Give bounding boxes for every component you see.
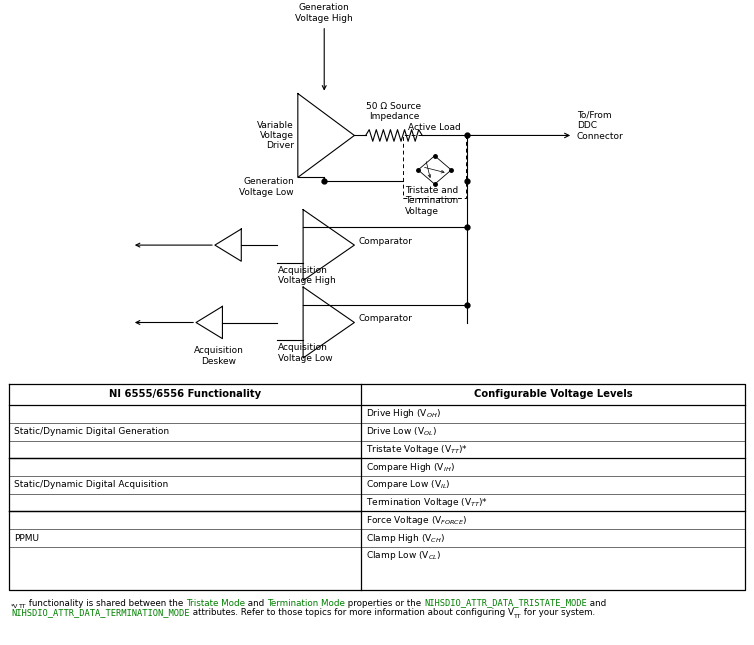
Text: Tristate Voltage (V$_{TT}$)*: Tristate Voltage (V$_{TT}$)* bbox=[366, 443, 468, 456]
Text: TT: TT bbox=[19, 604, 26, 610]
Text: Acquisition
Voltage High: Acquisition Voltage High bbox=[278, 266, 336, 286]
Text: Compare Low (V$_{IL}$): Compare Low (V$_{IL}$) bbox=[366, 479, 451, 491]
Text: Acquisition
Voltage Low: Acquisition Voltage Low bbox=[278, 344, 333, 363]
Text: Termination Voltage (V$_{TT}$)*: Termination Voltage (V$_{TT}$)* bbox=[366, 496, 489, 509]
Text: Drive High (V$_{OH}$): Drive High (V$_{OH}$) bbox=[366, 408, 441, 421]
Text: Clamp High (V$_{CH}$): Clamp High (V$_{CH}$) bbox=[366, 531, 445, 544]
Text: and: and bbox=[245, 599, 268, 608]
Text: NI 6555/6556 Functionality: NI 6555/6556 Functionality bbox=[109, 390, 261, 399]
Text: Active Load: Active Load bbox=[409, 123, 461, 132]
Text: Variable
Voltage
Driver: Variable Voltage Driver bbox=[257, 121, 294, 150]
Text: Generation
Voltage High: Generation Voltage High bbox=[296, 3, 353, 23]
Text: Clamp Low (V$_{CL}$): Clamp Low (V$_{CL}$) bbox=[366, 550, 441, 562]
Text: and: and bbox=[587, 599, 606, 608]
Text: Force Voltage (V$_{FORCE}$): Force Voltage (V$_{FORCE}$) bbox=[366, 514, 467, 527]
Text: attributes. Refer to those topics for more information about configuring V: attributes. Refer to those topics for mo… bbox=[190, 608, 513, 617]
Text: Tristate Mode: Tristate Mode bbox=[186, 599, 245, 608]
Text: To/From
DDC
Connector: To/From DDC Connector bbox=[577, 111, 624, 141]
Text: 50 Ω Source
Impedance: 50 Ω Source Impedance bbox=[366, 102, 421, 121]
Text: PPMU: PPMU bbox=[14, 533, 39, 542]
Text: Acquisition
Deskew: Acquisition Deskew bbox=[194, 346, 244, 366]
Text: Comparator: Comparator bbox=[358, 314, 412, 323]
Text: for your system.: for your system. bbox=[522, 608, 596, 617]
Text: NIHSDIO_ATTR_DATA_TERMINATION_MODE: NIHSDIO_ATTR_DATA_TERMINATION_MODE bbox=[11, 608, 190, 617]
Text: Compare High (V$_{IH}$): Compare High (V$_{IH}$) bbox=[366, 461, 455, 473]
Text: Tristate and
Termination
Voltage: Tristate and Termination Voltage bbox=[405, 186, 458, 215]
Text: functionality is shared between the: functionality is shared between the bbox=[26, 599, 186, 608]
Text: TT: TT bbox=[513, 614, 522, 619]
Text: Configurable Voltage Levels: Configurable Voltage Levels bbox=[474, 390, 632, 399]
Text: Static/Dynamic Digital Generation: Static/Dynamic Digital Generation bbox=[14, 427, 170, 436]
Text: properties or the: properties or the bbox=[345, 599, 424, 608]
Text: Comparator: Comparator bbox=[358, 237, 412, 246]
Text: *V: *V bbox=[11, 604, 19, 610]
Text: NIHSDIO_ATTR_DATA_TRISTATE_MODE: NIHSDIO_ATTR_DATA_TRISTATE_MODE bbox=[424, 599, 587, 608]
Text: Generation
Voltage Low: Generation Voltage Low bbox=[240, 177, 294, 197]
Text: Drive Low (V$_{OL}$): Drive Low (V$_{OL}$) bbox=[366, 426, 437, 438]
Text: Static/Dynamic Digital Acquisition: Static/Dynamic Digital Acquisition bbox=[14, 481, 169, 490]
Text: Termination Mode: Termination Mode bbox=[268, 599, 345, 608]
